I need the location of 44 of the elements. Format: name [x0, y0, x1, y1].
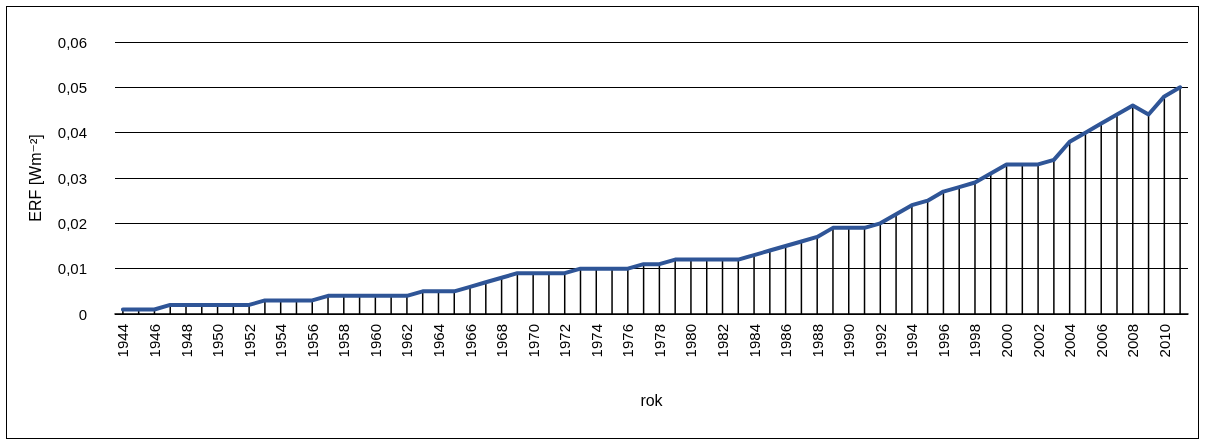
x-tick-label: 1946	[145, 324, 163, 358]
y-axis-title: ERF [Wm⁻²]	[26, 134, 44, 222]
x-tick-label: 1994	[903, 324, 921, 358]
x-tick-label: 1956	[303, 324, 321, 358]
x-tick-label: 2010	[1155, 324, 1173, 358]
x-tick-label: 1984	[745, 324, 763, 358]
y-tick-label: 0,01	[57, 260, 87, 278]
x-tick-label: 1996	[934, 324, 952, 358]
x-tick-label: 1954	[272, 324, 290, 358]
x-tick-label: 1962	[398, 324, 416, 358]
x-tick-label: 2006	[1092, 324, 1110, 358]
x-tick-label: 1990	[840, 324, 858, 358]
x-tick-label: 1944	[114, 324, 132, 358]
y-tick-label: 0,03	[57, 169, 87, 187]
x-tick-label: 1986	[777, 324, 795, 358]
x-tick-label: 1980	[682, 324, 700, 358]
x-tick-label: 1992	[871, 324, 889, 358]
x-tick-label: 2008	[1124, 324, 1142, 358]
x-tick-label: 1960	[366, 324, 384, 358]
y-tick-label: 0,04	[57, 124, 87, 142]
x-tick-label: 1948	[177, 324, 195, 358]
y-tick-label: 0	[78, 305, 87, 323]
x-tick-label: 1998	[966, 324, 984, 358]
x-tick-label: 1968	[493, 324, 511, 358]
x-tick-label: 1976	[619, 324, 637, 358]
x-tick-label: 1982	[714, 324, 732, 358]
x-tick-label: 2002	[1029, 324, 1047, 358]
x-tick-label: 1966	[461, 324, 479, 358]
x-tick-label: 1950	[209, 324, 227, 358]
line-series	[120, 85, 1183, 312]
x-tick-label: 2000	[998, 324, 1016, 358]
x-tick-label: 1964	[429, 324, 447, 358]
x-tick-label: 1952	[240, 324, 258, 358]
y-tick-label: 0,05	[57, 78, 87, 96]
y-tick-label: 0,06	[57, 33, 87, 51]
y-tick-label: 0,02	[57, 214, 87, 232]
x-tick-label: 1988	[808, 324, 826, 358]
x-tick-label: 1974	[587, 324, 605, 358]
x-tick-label: 2004	[1061, 324, 1079, 358]
x-axis-title: rok	[640, 391, 664, 409]
x-tick-label: 1958	[335, 324, 353, 358]
x-tick-label: 1972	[556, 324, 574, 358]
x-tick-label: 1970	[524, 324, 542, 358]
x-tick-label: 1978	[650, 324, 668, 358]
